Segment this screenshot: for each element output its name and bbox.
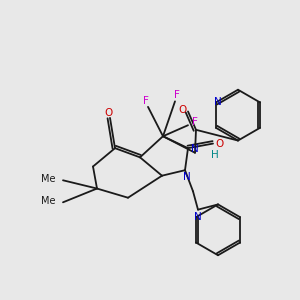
Text: Me: Me — [41, 173, 55, 184]
Text: H: H — [211, 150, 219, 160]
Text: N: N — [191, 143, 199, 154]
Text: N: N — [214, 98, 222, 107]
Text: O: O — [215, 139, 224, 148]
Text: O: O — [178, 105, 187, 115]
Text: N: N — [194, 212, 202, 222]
Text: F: F — [174, 90, 180, 100]
Text: F: F — [192, 117, 198, 127]
Text: O: O — [104, 108, 112, 118]
Text: N: N — [183, 172, 190, 182]
Text: Me: Me — [41, 196, 55, 206]
Text: F: F — [143, 95, 149, 106]
